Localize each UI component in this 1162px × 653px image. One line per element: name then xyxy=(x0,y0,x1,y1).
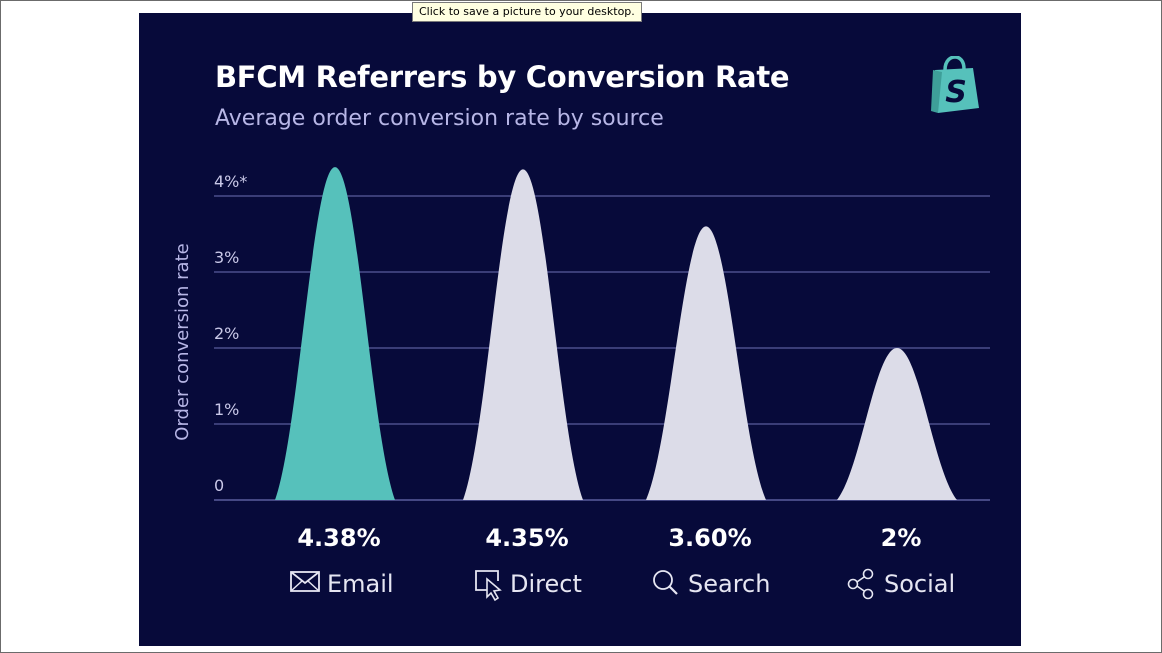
y-tick-label: 4%* xyxy=(214,172,247,191)
bar-search xyxy=(646,226,766,500)
bars xyxy=(275,167,957,500)
shopify-bag-logo: S xyxy=(931,56,979,113)
value-label: 2% xyxy=(881,524,922,552)
y-tick-label: 3% xyxy=(214,248,239,267)
svg-text:S: S xyxy=(945,75,967,110)
category-label: Email xyxy=(327,570,394,598)
category-social: Social xyxy=(847,568,955,600)
category-labels: Email Direct Search Social xyxy=(290,568,955,602)
tooltip: Click to save a picture to your desktop. xyxy=(412,2,642,22)
chart-title: BFCM Referrers by Conversion Rate xyxy=(215,60,790,94)
value-label: 4.35% xyxy=(485,524,568,552)
chart-picture[interactable]: BFCM Referrers by Conversion Rate Averag… xyxy=(139,13,1021,646)
value-label: 4.38% xyxy=(297,524,380,552)
chart-subtitle: Average order conversion rate by source xyxy=(215,106,664,131)
value-label: 3.60% xyxy=(668,524,751,552)
category-direct: Direct xyxy=(475,570,582,602)
chart-plot: 01%2%3%4%* Order conversion rate 4.38% 4.… xyxy=(172,167,990,602)
y-axis-label: Order conversion rate xyxy=(172,243,193,440)
share-icon xyxy=(847,568,874,600)
bar-social xyxy=(837,348,957,500)
category-label: Social xyxy=(884,570,955,598)
bar-direct xyxy=(463,169,583,500)
y-tick-label: 0 xyxy=(214,476,224,495)
y-tick-label: 2% xyxy=(214,324,239,343)
value-labels: 4.38% 4.35% 3.60% 2% xyxy=(297,524,921,552)
y-tick-label: 1% xyxy=(214,400,239,419)
category-label: Search xyxy=(688,570,770,598)
bar-email xyxy=(275,167,395,500)
category-label: Direct xyxy=(510,570,582,598)
category-email: Email xyxy=(290,570,394,598)
magnifier-icon xyxy=(653,570,678,595)
cursor-window-icon xyxy=(475,570,502,602)
y-axis-ticks: 0 1% 2% 3% 4%* xyxy=(214,172,247,495)
category-search: Search xyxy=(653,570,770,598)
envelope-icon xyxy=(290,571,320,592)
